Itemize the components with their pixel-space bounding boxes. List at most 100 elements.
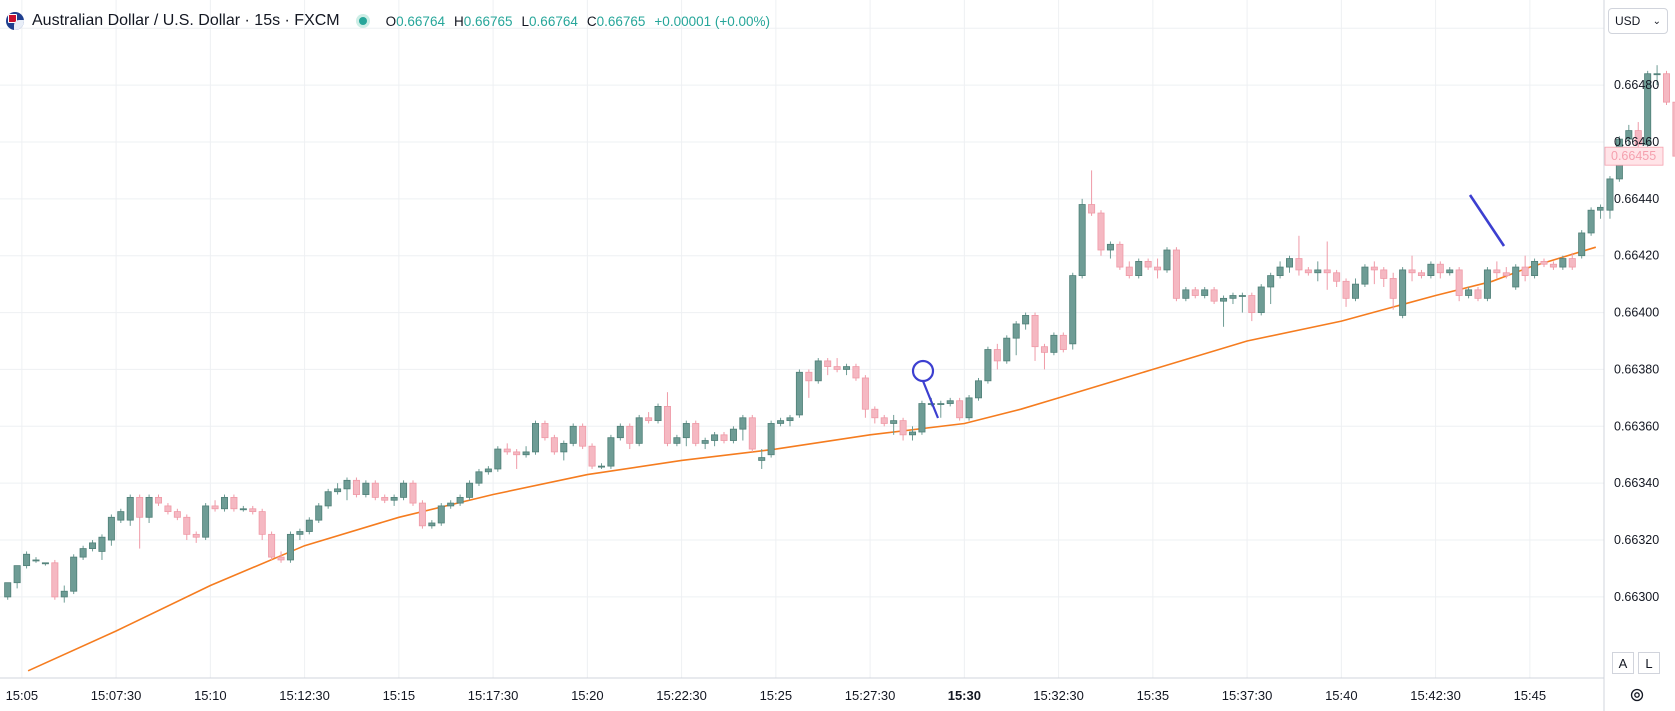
candle[interactable] — [1531, 258, 1539, 279]
candle[interactable] — [1304, 267, 1312, 276]
candle[interactable] — [1625, 124, 1633, 145]
candle[interactable] — [1050, 332, 1058, 356]
candle[interactable] — [1276, 261, 1284, 279]
candle[interactable] — [1521, 255, 1529, 282]
candle[interactable] — [268, 531, 276, 560]
candle[interactable] — [513, 449, 521, 469]
time-axis[interactable]: 15:05 15:07:30 15:10 15:12:30 15:15 15:17:30 1… — [6, 688, 1547, 703]
candle[interactable] — [286, 531, 294, 563]
candle[interactable] — [673, 434, 681, 447]
candle[interactable] — [1229, 292, 1237, 305]
candle[interactable] — [522, 446, 530, 458]
candle[interactable] — [654, 403, 662, 424]
candle[interactable] — [946, 397, 954, 407]
candle[interactable] — [334, 483, 342, 495]
circle-drawing[interactable] — [911, 359, 935, 383]
candle[interactable] — [390, 494, 398, 506]
candle[interactable] — [1238, 292, 1246, 313]
candle[interactable] — [1597, 204, 1605, 219]
currency-selector[interactable]: USD ⌄ — [1608, 8, 1668, 34]
candle[interactable] — [560, 440, 568, 461]
candle[interactable] — [1088, 170, 1096, 216]
candle[interactable] — [1559, 255, 1567, 270]
candle[interactable] — [70, 554, 78, 595]
candle[interactable] — [890, 414, 898, 435]
candle[interactable] — [192, 531, 200, 543]
candle[interactable] — [1210, 286, 1218, 305]
candle[interactable] — [1078, 198, 1086, 279]
candle[interactable] — [1069, 272, 1077, 350]
candle[interactable] — [550, 434, 558, 455]
candle[interactable] — [974, 377, 982, 401]
candle[interactable] — [381, 494, 389, 504]
candle[interactable] — [1455, 267, 1463, 302]
candle[interactable] — [711, 431, 719, 447]
candle[interactable] — [682, 420, 690, 447]
candle[interactable] — [786, 414, 794, 427]
candle[interactable] — [79, 545, 87, 560]
auto-scale-button[interactable]: A — [1612, 652, 1634, 674]
candle[interactable] — [136, 494, 144, 549]
candle[interactable] — [1399, 267, 1407, 319]
candle[interactable] — [249, 505, 257, 515]
candle[interactable] — [579, 423, 587, 450]
candle[interactable] — [729, 426, 737, 444]
candle[interactable] — [607, 434, 615, 469]
candle[interactable] — [833, 358, 841, 373]
candle[interactable] — [861, 375, 869, 418]
candle[interactable] — [1003, 335, 1011, 364]
candle[interactable] — [767, 420, 775, 458]
candle[interactable] — [1587, 207, 1595, 236]
settings-gear-icon[interactable] — [1626, 684, 1648, 706]
candle[interactable] — [909, 426, 917, 441]
candle[interactable] — [98, 534, 106, 560]
candle[interactable] — [739, 414, 747, 441]
candle[interactable] — [1040, 343, 1048, 370]
candle[interactable] — [409, 480, 417, 506]
candle[interactable] — [1644, 70, 1652, 148]
candle[interactable] — [635, 414, 643, 447]
candle[interactable] — [843, 363, 851, 376]
candle[interactable] — [1653, 65, 1661, 86]
candle[interactable] — [324, 488, 332, 509]
candle[interactable] — [795, 369, 803, 418]
candle[interactable] — [1154, 258, 1162, 279]
candle[interactable] — [447, 500, 455, 509]
candle[interactable] — [305, 517, 313, 535]
candle[interactable] — [371, 480, 379, 501]
line-drawing-1[interactable] — [921, 380, 940, 419]
candle[interactable] — [211, 500, 219, 512]
candle[interactable] — [1493, 261, 1501, 279]
candle[interactable] — [164, 503, 172, 515]
candle[interactable] — [13, 565, 21, 589]
candle[interactable] — [1465, 286, 1473, 299]
log-scale-button[interactable]: L — [1638, 652, 1660, 674]
candle[interactable] — [1106, 241, 1114, 259]
candle[interactable] — [984, 346, 992, 384]
drawings-layer[interactable] — [911, 194, 1506, 419]
candle[interactable] — [277, 551, 285, 563]
candle[interactable] — [1182, 286, 1190, 302]
candle[interactable] — [475, 468, 483, 487]
candle[interactable] — [777, 417, 785, 427]
candle[interactable] — [1097, 210, 1105, 256]
candle[interactable] — [541, 420, 549, 441]
line-drawing-2[interactable] — [1468, 194, 1506, 247]
candle[interactable] — [1370, 261, 1378, 285]
candle[interactable] — [230, 494, 238, 512]
candle[interactable] — [1389, 272, 1397, 310]
candle[interactable] — [1474, 286, 1482, 302]
candle[interactable] — [1549, 261, 1557, 270]
candle[interactable] — [1314, 261, 1322, 282]
candle[interactable] — [1502, 267, 1510, 279]
candle[interactable] — [663, 392, 671, 447]
candle[interactable] — [400, 480, 408, 501]
candle[interactable] — [202, 503, 210, 541]
candle[interactable] — [918, 400, 926, 435]
candle[interactable] — [626, 423, 634, 450]
candle[interactable] — [258, 508, 266, 541]
candle[interactable] — [1578, 230, 1586, 259]
candle[interactable] — [1672, 99, 1675, 157]
candle[interactable] — [720, 431, 728, 444]
candle[interactable] — [692, 420, 700, 447]
